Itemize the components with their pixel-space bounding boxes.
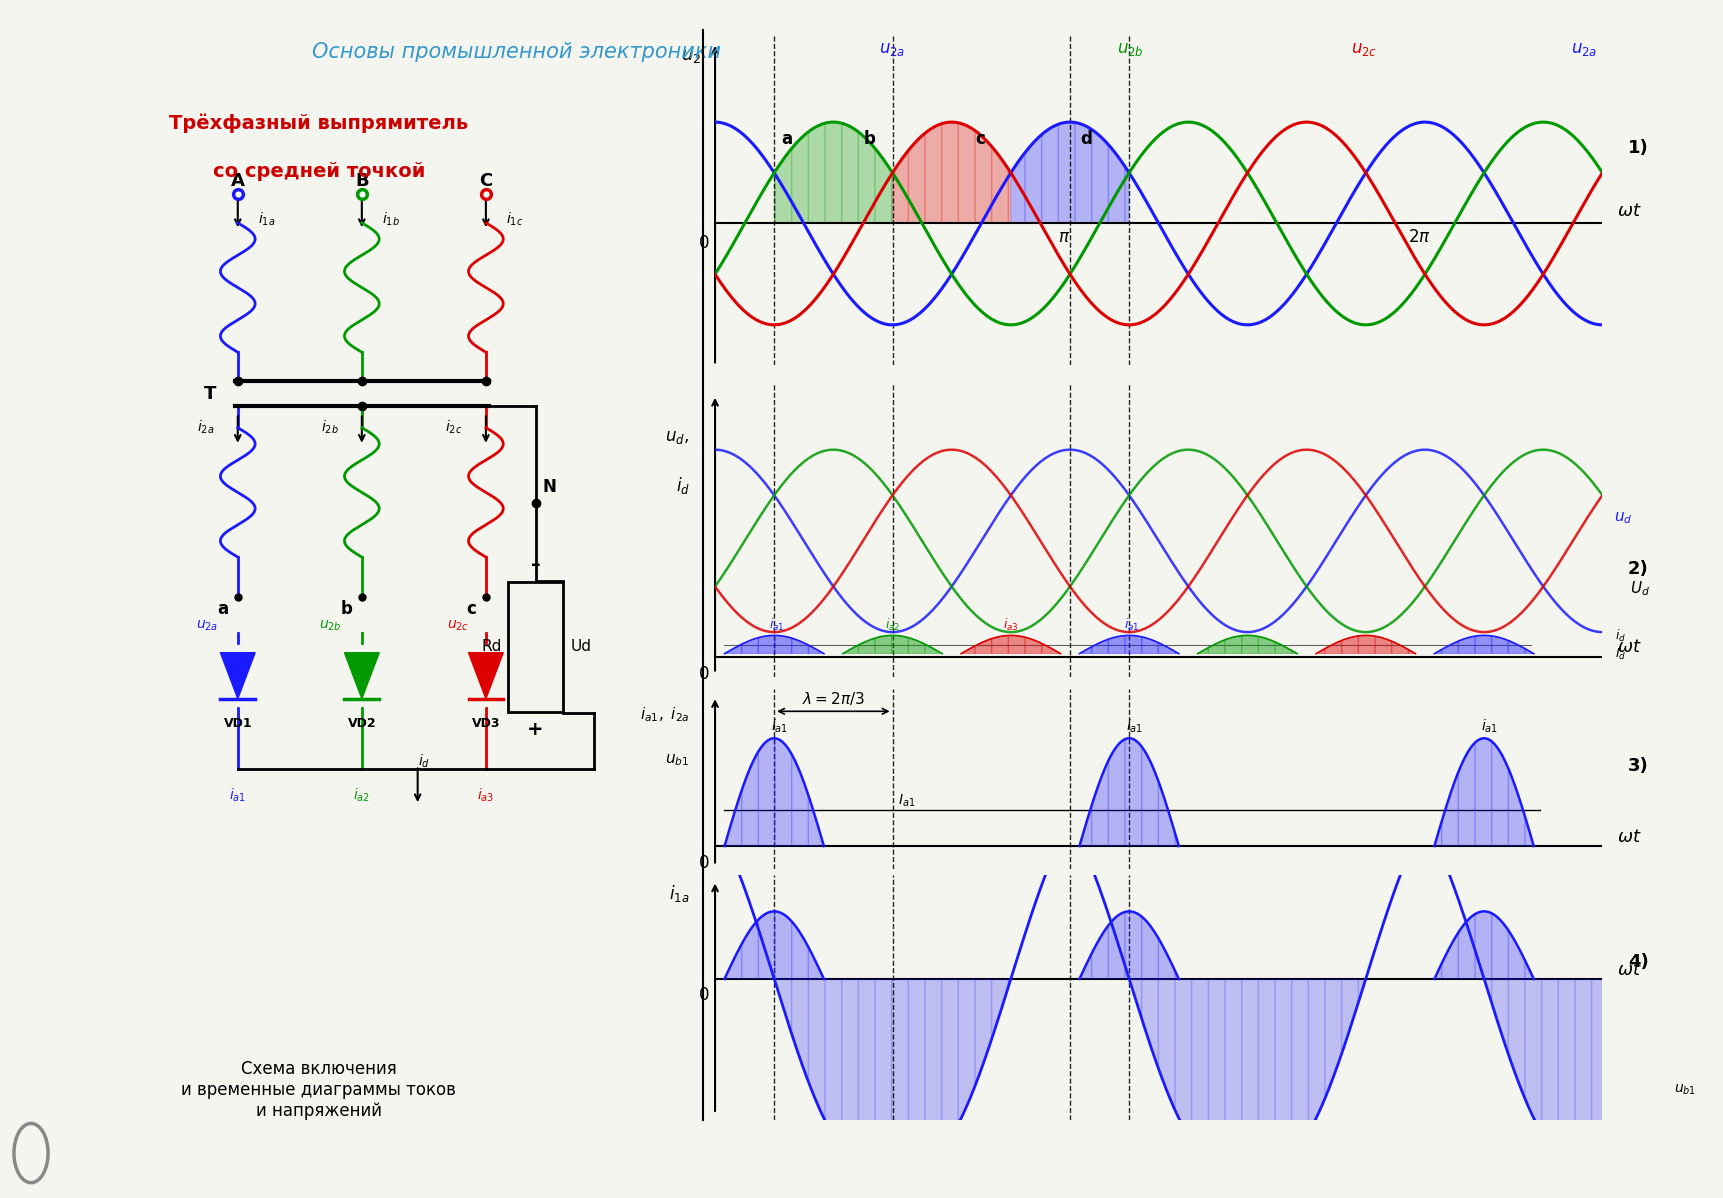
Text: $u_{2a}$: $u_{2a}$: [1571, 41, 1597, 59]
Text: Основы промышленной электроники: Основы промышленной электроники: [312, 42, 722, 62]
Text: $u_d$: $u_d$: [1614, 510, 1632, 526]
Text: $2\pi$: $2\pi$: [1408, 228, 1430, 246]
Text: $u_{2a}$: $u_{2a}$: [879, 41, 906, 59]
Text: $u_{2c}$: $u_{2c}$: [446, 619, 469, 634]
Text: 0: 0: [700, 234, 710, 252]
Text: $i_{a1}$: $i_{a1}$: [229, 787, 246, 805]
Text: $i_{1c}$: $i_{1c}$: [507, 211, 524, 228]
Text: $\pi$: $\pi$: [1058, 228, 1070, 246]
Text: $i_{2b}$: $i_{2b}$: [320, 419, 338, 436]
Text: $\omega t$: $\omega t$: [1616, 828, 1642, 846]
Text: $i_{a1}$: $i_{a1}$: [772, 718, 789, 736]
Text: $i_{2c}$: $i_{2c}$: [445, 419, 462, 436]
Text: Трёхфазный выпрямитель: Трёхфазный выпрямитель: [169, 114, 469, 133]
Text: 0: 0: [700, 665, 710, 683]
Text: c: c: [975, 131, 986, 149]
Text: a: a: [217, 600, 229, 618]
Text: Схема включения
и временные диаграммы токов
и напряжений: Схема включения и временные диаграммы то…: [181, 1060, 457, 1120]
Text: со средней точкой: со средней точкой: [212, 162, 426, 181]
Text: $\omega t$: $\omega t$: [1616, 202, 1642, 220]
Text: $I_d$: $I_d$: [1614, 647, 1627, 662]
Text: VD1: VD1: [224, 716, 252, 730]
Text: C: C: [479, 173, 493, 190]
Text: $i_d$: $i_d$: [1614, 628, 1627, 643]
Text: $i_{a1},\ i_{2a}$: $i_{a1},\ i_{2a}$: [639, 704, 689, 724]
Text: $i_{a2}$: $i_{a2}$: [886, 617, 899, 633]
Text: $i_{1a}$: $i_{1a}$: [258, 211, 276, 228]
Text: A: A: [231, 173, 245, 190]
Text: $i_{a2}$: $i_{a2}$: [353, 787, 370, 805]
Text: +: +: [527, 720, 544, 739]
Text: b: b: [863, 131, 875, 149]
Polygon shape: [469, 653, 503, 698]
Text: Rd: Rd: [481, 640, 501, 654]
Text: $I_{a1}$: $I_{a1}$: [898, 792, 915, 809]
Text: $i_{a3}$: $i_{a3}$: [1003, 617, 1018, 633]
Text: VD3: VD3: [472, 716, 500, 730]
Text: $u_{2a}$: $u_{2a}$: [196, 619, 217, 634]
Text: d: d: [1080, 131, 1092, 149]
Text: $u_{b1}$: $u_{b1}$: [665, 752, 689, 768]
Text: $u_{2b}$: $u_{2b}$: [1117, 41, 1144, 59]
Text: 0: 0: [700, 986, 710, 1004]
Text: $i_{2a}$: $i_{2a}$: [196, 419, 214, 436]
Text: $i_d$: $i_d$: [417, 752, 429, 770]
Text: B: B: [355, 173, 369, 190]
Polygon shape: [221, 653, 255, 698]
Text: Ud: Ud: [570, 640, 593, 654]
Polygon shape: [345, 653, 379, 698]
Text: 4): 4): [1628, 952, 1649, 970]
Text: $\lambda=2\pi/3$: $\lambda=2\pi/3$: [801, 690, 865, 707]
Text: $i_{1b}$: $i_{1b}$: [383, 211, 400, 228]
Text: $i_d$: $i_d$: [675, 476, 689, 496]
Text: $u_{b1}$: $u_{b1}$: [1675, 1082, 1697, 1096]
Text: b: b: [341, 600, 353, 618]
Text: $i_{1a}$: $i_{1a}$: [669, 883, 689, 904]
Text: T: T: [203, 385, 215, 403]
Text: $i_{a1}$: $i_{a1}$: [1123, 617, 1139, 633]
Text: $\omega t$: $\omega t$: [1616, 961, 1642, 979]
Text: $U_d$: $U_d$: [1630, 579, 1649, 598]
Bar: [508, 582, 563, 712]
Text: 1): 1): [1628, 139, 1649, 157]
Text: $u_{2b}$: $u_{2b}$: [319, 619, 343, 634]
Text: $u_d,$: $u_d,$: [665, 429, 689, 447]
Text: c: c: [467, 600, 477, 618]
Text: $i_{a1}$: $i_{a1}$: [768, 617, 784, 633]
Text: 2): 2): [1628, 559, 1649, 579]
Text: N: N: [543, 478, 557, 496]
Text: 0: 0: [700, 853, 710, 872]
Text: $i_{a1}$: $i_{a1}$: [1482, 718, 1499, 736]
Text: $u_2$: $u_2$: [681, 47, 701, 65]
Text: $\omega t$: $\omega t$: [1616, 639, 1642, 657]
Text: VD2: VD2: [348, 716, 376, 730]
Text: $i_{a1}$: $i_{a1}$: [1127, 718, 1144, 736]
Text: $i_{a3}$: $i_{a3}$: [477, 787, 495, 805]
Text: a: a: [781, 131, 793, 149]
Text: –: –: [531, 555, 541, 574]
Text: $u_{2c}$: $u_{2c}$: [1351, 41, 1378, 59]
Text: 3): 3): [1628, 757, 1649, 775]
